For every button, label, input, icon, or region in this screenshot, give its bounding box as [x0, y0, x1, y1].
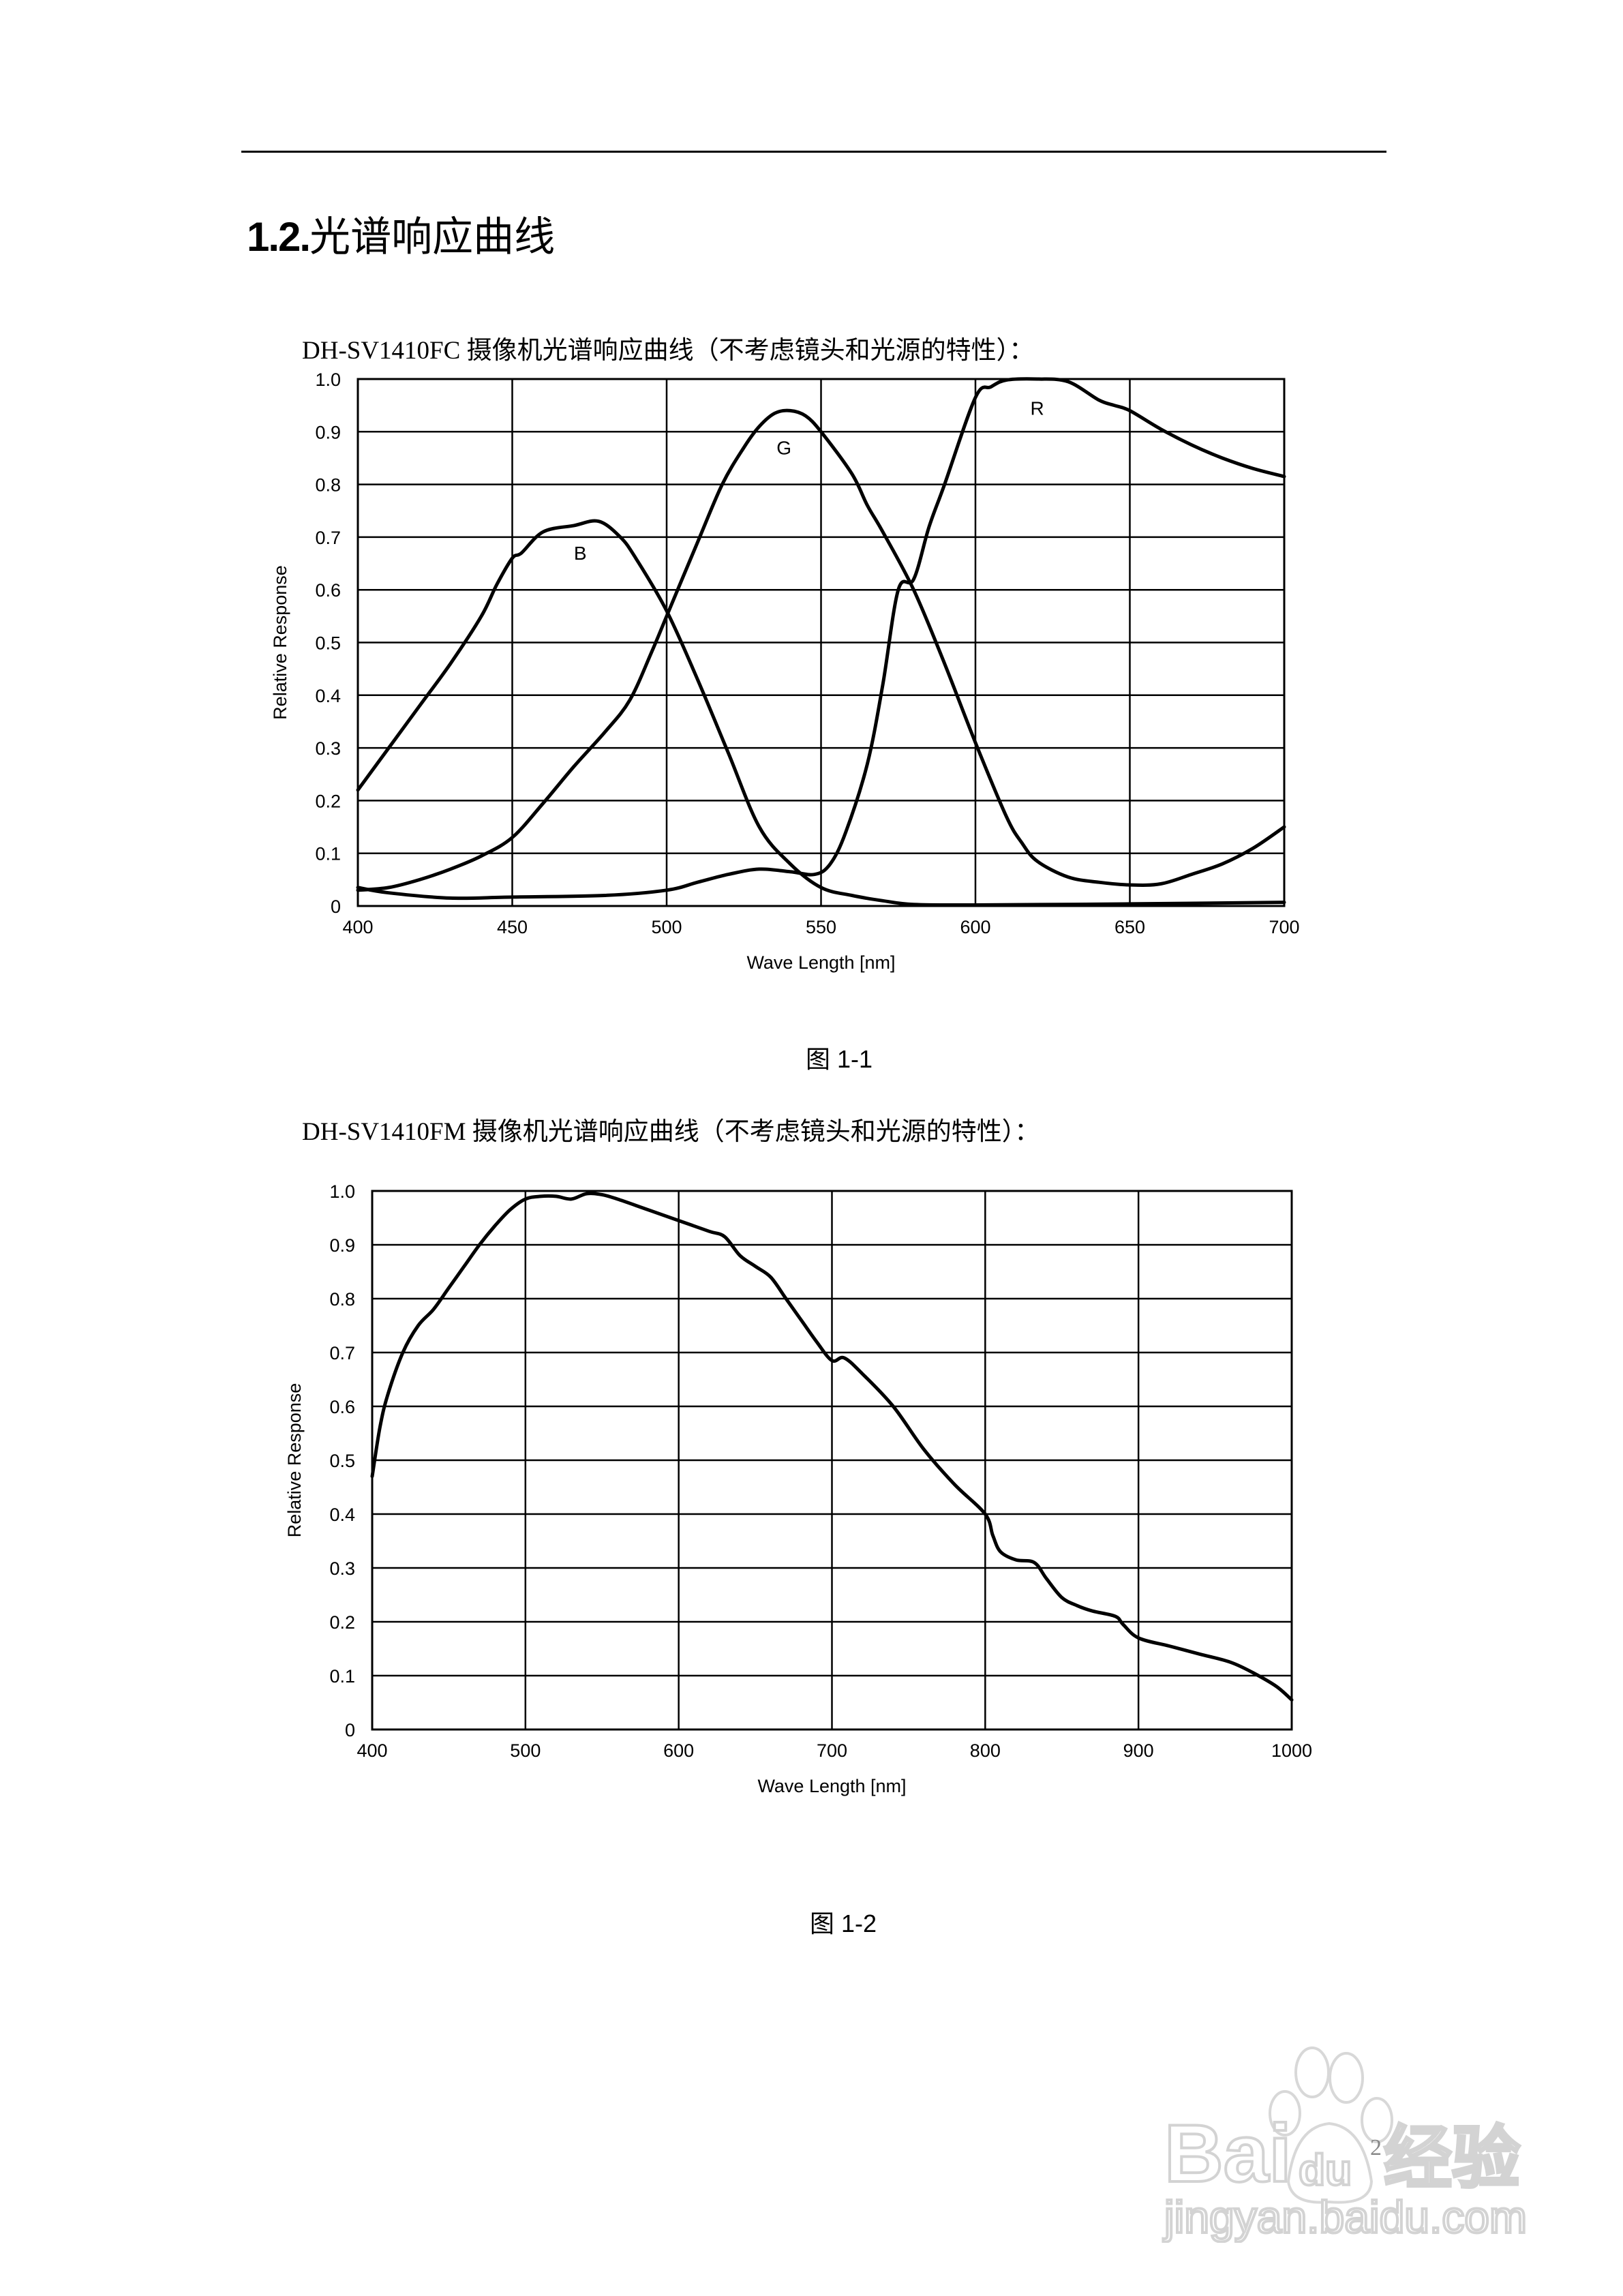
y-tick-label: 0.1 — [329, 1666, 355, 1687]
chart-grid — [357, 378, 1286, 907]
y-tick-label: 1.0 — [315, 369, 341, 390]
y-tick-label: 0.5 — [315, 633, 341, 654]
paw-icon — [1269, 2046, 1393, 2204]
series-label-r: R — [1030, 398, 1044, 419]
section-number: 1.2. — [247, 214, 311, 260]
chart-grid — [371, 1190, 1293, 1731]
watermark-url: jingyan.baidu.com — [1163, 2192, 1527, 2242]
x-tick-label: 450 — [497, 917, 528, 937]
x-tick-label: 400 — [357, 1740, 387, 1761]
series-label-g: G — [776, 437, 791, 458]
x-tick-label: 600 — [960, 917, 990, 937]
x-tick-label: 550 — [806, 917, 836, 937]
x-tick-label: 700 — [817, 1740, 847, 1761]
watermark-brand-cn: 经验 — [1384, 2120, 1520, 2196]
y-tick-label: 0.2 — [329, 1612, 355, 1633]
y-tick-label: 0.1 — [315, 844, 341, 864]
x-tick-label: 500 — [510, 1740, 541, 1761]
x-tick-label: 1000 — [1271, 1740, 1312, 1761]
y-axis-title: Relative Response — [270, 565, 290, 720]
header-rule — [241, 151, 1386, 153]
x-tick-label: 400 — [342, 917, 373, 937]
y-tick-label: 0.8 — [315, 475, 341, 496]
x-tick-label: 500 — [651, 917, 682, 937]
y-tick-label: 0 — [331, 896, 341, 917]
series-line-mono — [370, 1192, 1294, 1702]
y-tick-label: 0.4 — [315, 686, 341, 706]
x-axis-title: Wave Length [nm] — [757, 1776, 906, 1796]
y-tick-label: 0.3 — [329, 1558, 355, 1579]
chart-fm-spectral-response: 400 500 600 700 800 900 1000 0 0.1 0.2 0.3 0.4 0.5 0.… — [256, 1170, 1333, 1822]
y-tick-label: 0.4 — [329, 1505, 355, 1525]
chart-fc-spectral-response: 400 450 500 550 600 650 700 0 0.1 0.2 0.3 0.4 0.5 0.6… — [242, 359, 1325, 998]
y-tick-label: 0.5 — [329, 1451, 355, 1471]
x-tick-label: 650 — [1114, 917, 1145, 937]
y-axis-title: Relative Response — [284, 1383, 305, 1538]
x-tick-label: 600 — [663, 1740, 694, 1761]
x-tick-label: 800 — [970, 1740, 1001, 1761]
watermark-brand-paw: du — [1299, 2145, 1352, 2194]
chart-svg: 400 450 500 550 600 650 700 0 0.1 0.2 0.3 0.4 0.5 0.6… — [270, 369, 1300, 973]
y-tick-label: 0.7 — [315, 528, 341, 548]
x-axis-title: Wave Length [nm] — [746, 952, 895, 973]
chart-svg: 400 500 600 700 800 900 1000 0 0.1 0.2 0.3 0.4 0.5 0.… — [284, 1181, 1312, 1796]
section-title-text: 光谱响应曲线 — [309, 214, 556, 260]
series-line-g — [356, 408, 1286, 892]
y-tick-label: 0.9 — [315, 422, 341, 442]
series-line-r — [356, 377, 1286, 901]
series-label-b: B — [574, 543, 587, 564]
figure-1-label: 图 1-1 — [805, 1045, 873, 1073]
y-tick-label: 0.7 — [329, 1343, 355, 1363]
page-number: 2 — [1370, 2135, 1382, 2160]
y-tick-label: 0.3 — [315, 738, 341, 759]
watermark-brand: Bai — [1164, 2108, 1292, 2199]
y-tick-label: 0.9 — [329, 1235, 355, 1256]
y-tick-label: 0.6 — [329, 1397, 355, 1417]
x-tick-label: 900 — [1123, 1740, 1154, 1761]
y-tick-label: 0.8 — [329, 1289, 355, 1310]
y-tick-label: 1.0 — [329, 1181, 355, 1202]
y-tick-label: 0 — [345, 1720, 355, 1740]
baidu-watermark: Bai du 经验 jingyan.baidu.com — [1162, 2046, 1528, 2243]
section-title: 1.2.光谱响应曲线 — [247, 213, 555, 262]
figure-2-label: 图 1-2 — [809, 1909, 877, 1937]
figure-1-caption: DH-SV1410FC 摄像机光谱响应曲线（不考虑镜头和光源的特性）： — [302, 337, 1035, 365]
x-tick-label: 700 — [1269, 917, 1299, 937]
y-tick-label: 0.2 — [315, 791, 341, 811]
y-tick-label: 0.6 — [315, 580, 341, 601]
figure-2-caption: DH-SV1410FM 摄像机光谱响应曲线（不考虑镜头和光源的特性）： — [302, 1118, 1040, 1146]
series-line-b — [356, 519, 1286, 907]
